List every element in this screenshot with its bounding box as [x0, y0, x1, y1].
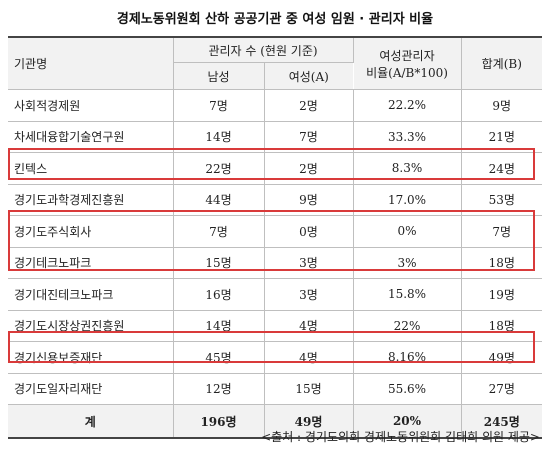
total-female: 49명	[264, 404, 354, 439]
cell-female: 0명	[264, 215, 354, 248]
total-label: 계	[8, 404, 174, 439]
cell-total: 18명	[461, 246, 543, 279]
total-total: 245명	[461, 404, 543, 439]
table-row: 차세대융합기술연구원 14명 7명 33.3% 21명	[8, 120, 543, 153]
table-row: 경기도일자리재단 12명 15명 55.6% 27명	[8, 372, 543, 405]
cell-female: 7명	[264, 120, 354, 153]
cell-female: 3명	[264, 278, 354, 311]
table-row: 경기대진테크노파크 16명 3명 15.8% 19명	[8, 278, 543, 311]
cell-male: 45명	[173, 341, 265, 374]
cell-male: 7명	[173, 89, 265, 122]
cell-total: 9명	[461, 89, 543, 122]
cell-male: 14명	[173, 120, 265, 153]
cell-male: 15명	[173, 246, 265, 279]
cell-org: 경기테크노파크	[8, 246, 174, 279]
cell-total: 18명	[461, 309, 543, 342]
header-org: 기관명	[8, 36, 174, 90]
cell-org: 킨텍스	[8, 152, 174, 185]
table-row: 경기신용보증재단 45명 4명 8.16% 49명	[8, 341, 543, 374]
cell-org: 경기도과학경제진흥원	[8, 183, 174, 216]
cell-female: 15명	[264, 372, 354, 405]
cell-org: 차세대융합기술연구원	[8, 120, 174, 153]
cell-ratio: 3%	[353, 246, 462, 279]
cell-ratio: 8.3%	[353, 152, 462, 185]
header-managers: 관리자 수 (현원 기준)	[173, 36, 354, 63]
cell-female: 2명	[264, 152, 354, 185]
cell-female: 4명	[264, 309, 354, 342]
cell-total: 53명	[461, 183, 543, 216]
cell-org: 경기대진테크노파크	[8, 278, 174, 311]
cell-org: 사회적경제원	[8, 89, 174, 122]
header-male: 남성	[173, 62, 265, 90]
cell-female: 3명	[264, 246, 354, 279]
table-row: 경기도시장상권진흥원 14명 4명 22% 18명	[8, 309, 543, 342]
header-female: 여성(A)	[264, 62, 354, 90]
cell-ratio: 0%	[353, 215, 462, 248]
cell-male: 22명	[173, 152, 265, 185]
cell-total: 7명	[461, 215, 543, 248]
cell-male: 12명	[173, 372, 265, 405]
cell-female: 4명	[264, 341, 354, 374]
cell-male: 7명	[173, 215, 265, 248]
cell-org: 경기도일자리재단	[8, 372, 174, 405]
total-male: 196명	[173, 404, 265, 439]
table-row: 경기도과학경제진흥원 44명 9명 17.0% 53명	[8, 183, 543, 216]
header-ratio-line1: 여성관리자	[379, 48, 435, 63]
cell-total: 21명	[461, 120, 543, 153]
header-total: 합계(B)	[461, 36, 543, 90]
cell-org: 경기도주식회사	[8, 215, 174, 248]
total-row: 계 196명 49명 20% 245명	[8, 404, 543, 439]
cell-ratio: 22.2%	[353, 89, 462, 122]
table-row: 사회적경제원 7명 2명 22.2% 9명	[8, 89, 543, 122]
data-table: 기관명 관리자 수 (현원 기준) 여성관리자 비율(A/B*100) 합계(B…	[8, 36, 543, 439]
table-row: 킨텍스 22명 2명 8.3% 24명	[8, 152, 543, 185]
cell-total: 49명	[461, 341, 543, 374]
cell-male: 44명	[173, 183, 265, 216]
table-title: 경제노동위원회 산하 공공기관 중 여성 임원 · 관리자 비율	[116, 12, 434, 27]
cell-male: 16명	[173, 278, 265, 311]
cell-org: 경기도시장상권진흥원	[8, 309, 174, 342]
table-row: 경기도주식회사 7명 0명 0% 7명	[8, 215, 543, 248]
cell-male: 14명	[173, 309, 265, 342]
cell-ratio: 33.3%	[353, 120, 462, 153]
header-ratio: 여성관리자 비율(A/B*100)	[353, 36, 462, 90]
cell-ratio: 22%	[353, 309, 462, 342]
cell-total: 19명	[461, 278, 543, 311]
cell-ratio: 15.8%	[353, 278, 462, 311]
cell-female: 9명	[264, 183, 354, 216]
cell-ratio: 8.16%	[353, 341, 462, 374]
cell-org: 경기신용보증재단	[8, 341, 174, 374]
header-ratio-line2: 비율(A/B*100)	[366, 65, 448, 80]
table-row: 경기테크노파크 15명 3명 3% 18명	[8, 246, 543, 279]
cell-ratio: 17.0%	[353, 183, 462, 216]
source-note: <출처 : 경기도의회 경제노동위원회 김태희 의원 제공>	[261, 430, 540, 444]
cell-total: 24명	[461, 152, 543, 185]
cell-ratio: 55.6%	[353, 372, 462, 405]
cell-female: 2명	[264, 89, 354, 122]
total-ratio: 20%	[353, 404, 462, 439]
cell-total: 27명	[461, 372, 543, 405]
